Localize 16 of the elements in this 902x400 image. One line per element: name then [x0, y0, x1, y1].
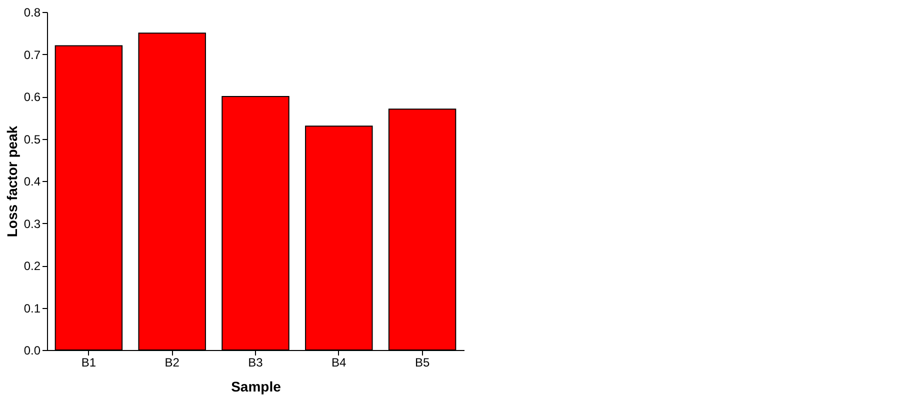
y-tick-label: 0.5: [24, 132, 41, 146]
y-tick-label: 0.0: [24, 344, 41, 358]
y-tick-label: 0.1: [24, 301, 41, 316]
y-axis-title: Loss factor peak: [4, 126, 20, 238]
x-tick-label: B5: [414, 356, 430, 370]
x-tick-label: B1: [81, 356, 96, 370]
x-tick-label: B3: [248, 356, 264, 370]
x-tick-label: B4: [332, 356, 347, 370]
y-tick-label: 0.2: [24, 259, 41, 273]
x-tick-label: B2: [164, 356, 180, 370]
y-tick-label: 0.8: [24, 6, 41, 20]
x-axis-title: Sample: [231, 378, 282, 394]
y-tick-label: 0.7: [24, 48, 41, 62]
y-tick-label: 0.4: [24, 174, 41, 188]
y-tick-label: 0.6: [24, 90, 41, 104]
y-tick-label: 0.3: [24, 216, 41, 231]
